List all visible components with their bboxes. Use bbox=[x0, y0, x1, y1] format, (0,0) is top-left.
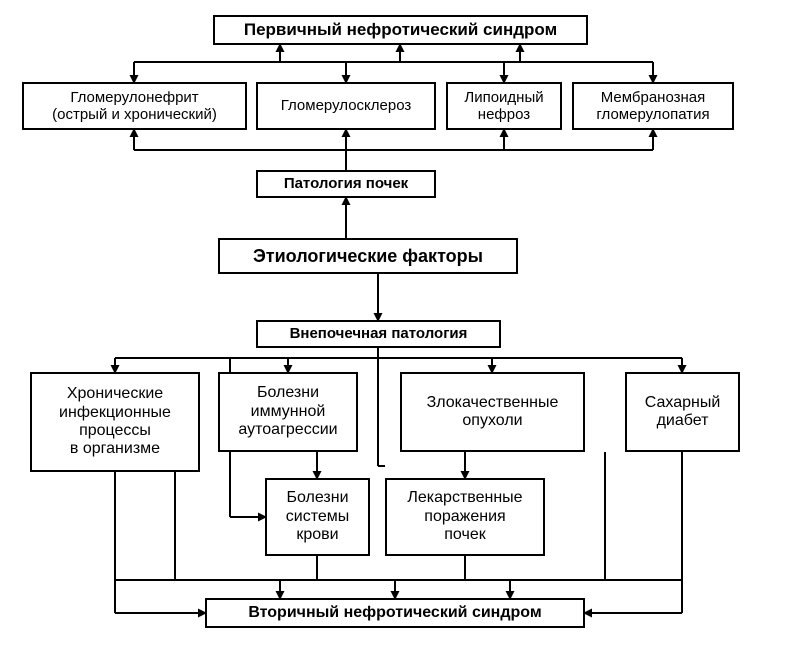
diagram-canvas: Первичный нефротический синдром Гломеруло… bbox=[0, 0, 800, 654]
node-glomerulonephritis: Гломерулонефрит(острый и хронический) bbox=[22, 82, 247, 130]
node-kidney_path: Патология почек bbox=[256, 170, 436, 198]
node-chronic_inf: Хроническиеинфекционныепроцессыв организ… bbox=[30, 372, 200, 472]
node-drug: Лекарственныепораженияпочек bbox=[385, 478, 545, 556]
node-glomerulosclerosis: Гломерулосклероз bbox=[256, 82, 436, 130]
node-malignant: Злокачественныеопухоли bbox=[400, 372, 585, 452]
node-extrarenal: Внепочечная патология bbox=[256, 320, 501, 348]
node-blood: Болезнисистемыкрови bbox=[265, 478, 370, 556]
node-diabetes: Сахарныйдиабет bbox=[625, 372, 740, 452]
node-lipoid: Липоидныйнефроз bbox=[446, 82, 562, 130]
node-etiological: Этиологические факторы bbox=[218, 238, 518, 274]
node-primary: Первичный нефротический синдром bbox=[213, 15, 588, 45]
node-immune: Болезнииммуннойаутоагрессии bbox=[218, 372, 358, 452]
node-secondary: Вторичный нефротический синдром bbox=[205, 598, 585, 628]
node-membranous: Мембранознаягломерулопатия bbox=[572, 82, 734, 130]
